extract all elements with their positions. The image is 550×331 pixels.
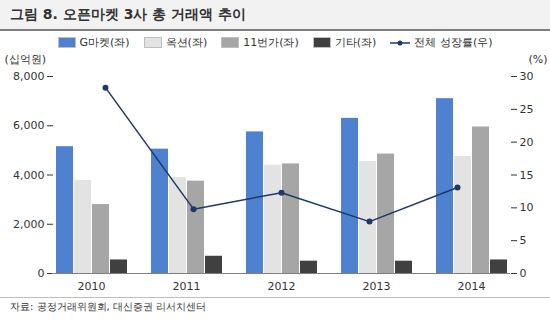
svg-text:2013: 2013 (363, 280, 391, 293)
svg-text:15: 15 (520, 169, 534, 182)
svg-text:2010: 2010 (78, 280, 106, 293)
svg-text:20: 20 (520, 136, 534, 149)
html-text:자료: 공정거래위원회, 대신증권 리서치센터: 자료: 공정거래위원회, 대신증권 리서치센터 (10, 301, 207, 312)
html-text:옥션(좌): 옥션(좌) (165, 36, 208, 49)
svg-text:5: 5 (520, 234, 527, 247)
svg-text:8,000: 8,000 (13, 70, 45, 83)
svg-text:30: 30 (520, 70, 534, 83)
svg-text:2014: 2014 (458, 280, 486, 293)
svg-text:4,000: 4,000 (13, 169, 45, 182)
svg-text:0: 0 (520, 267, 527, 280)
html-text:11번가(좌): 11번가(좌) (243, 36, 299, 49)
html-text:G마켓(좌): G마켓(좌) (79, 36, 130, 49)
html-text:전체 성장률(우): 전체 성장률(우) (414, 36, 493, 49)
svg-text:2012: 2012 (268, 280, 296, 293)
html-text:기타(좌): 기타(좌) (334, 36, 377, 49)
svg-text:0: 0 (38, 267, 45, 280)
svg-text:25: 25 (520, 103, 534, 116)
svg-text:(십억원): (십억원) (5, 53, 47, 66)
svg-text:2011: 2011 (173, 280, 201, 293)
html-text:그림 8. 오픈마켓 3사 총 거래액 추이: 그림 8. 오픈마켓 3사 총 거래액 추이 (10, 6, 246, 22)
svg-text:(%): (%) (528, 53, 547, 66)
svg-text:2,000: 2,000 (13, 218, 45, 231)
svg-text:10: 10 (520, 201, 534, 214)
svg-text:6,000: 6,000 (13, 119, 45, 132)
